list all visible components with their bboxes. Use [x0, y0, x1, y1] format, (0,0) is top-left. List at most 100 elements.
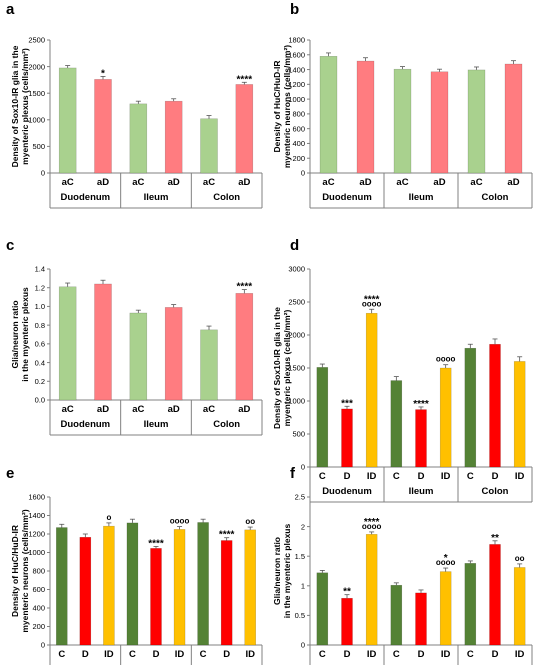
- y-tick-label: 0: [301, 169, 305, 178]
- y-tick-label: 0: [41, 641, 45, 650]
- bar-D: [415, 409, 427, 468]
- panel-a: a 0 500 1000 1500 2000 2500 Density of Sox10-IR…: [6, 1, 263, 209]
- bar-D: [341, 597, 353, 646]
- y-tick-label: 1200: [288, 80, 305, 89]
- panel-letter: d: [290, 237, 299, 254]
- y-tick-label: 1: [301, 582, 305, 591]
- bar-aD: [235, 84, 254, 174]
- x-tick-label: C: [319, 649, 326, 660]
- y-tick-label: 2000: [288, 331, 305, 340]
- bar-C: [126, 522, 139, 646]
- x-tick-label: aC: [203, 404, 215, 415]
- bar-aC: [467, 69, 486, 174]
- group-label: Colon: [213, 192, 240, 203]
- group-label: Duodenum: [61, 419, 111, 430]
- x-tick-label: aD: [168, 177, 180, 188]
- significance-circles: oooo: [436, 355, 456, 364]
- y-axis-title: myenteric plexus (cells/mm²): [20, 48, 30, 165]
- x-tick-label: C: [393, 649, 400, 660]
- y-tick-label: 400: [32, 604, 45, 613]
- panel-letter: b: [290, 1, 299, 18]
- x-tick-label: aD: [168, 404, 180, 415]
- x-tick-label: aD: [433, 177, 445, 188]
- bar-C: [316, 572, 329, 646]
- group-label: Ileum: [144, 419, 169, 430]
- x-tick-label: C: [393, 471, 400, 482]
- bar-ID: [513, 567, 526, 646]
- bar-aC: [319, 56, 338, 174]
- y-tick-label: 1800: [288, 36, 305, 45]
- group-label: Duodenum: [322, 192, 372, 203]
- group-label: Colon: [482, 486, 509, 497]
- significance-stars: ****: [237, 282, 253, 293]
- y-tick-label: 600: [292, 124, 305, 133]
- significance-circles: o: [106, 513, 111, 522]
- y-tick-label: 1.4: [35, 265, 45, 274]
- panel-letter: a: [6, 1, 15, 18]
- x-tick-label: ID: [515, 471, 525, 482]
- significance-stars: ****: [364, 294, 380, 305]
- x-tick-label: C: [200, 649, 207, 660]
- y-tick-label: 0.0: [35, 396, 45, 405]
- y-tick-label: 1000: [288, 95, 305, 104]
- panel-letter: c: [6, 237, 14, 254]
- x-tick-label: aC: [396, 177, 408, 188]
- significance-stars: ****: [364, 517, 380, 528]
- y-axis-title: Density of Sox10-IR glia in the: [272, 307, 282, 429]
- bar-D: [415, 592, 427, 646]
- bar-ID: [103, 525, 115, 646]
- y-tick-label: 200: [292, 154, 305, 163]
- x-tick-label: ID: [245, 649, 255, 660]
- bar-D: [220, 540, 233, 646]
- y-axis-title: in the myenteric plexus: [20, 287, 30, 382]
- bar-C: [316, 367, 329, 468]
- significance-circles: oo: [515, 554, 525, 563]
- significance-circles: oooo: [362, 299, 382, 308]
- x-tick-label: D: [418, 471, 425, 482]
- x-tick-label: ID: [441, 649, 451, 660]
- y-axis-title: Glia/neuron ratio: [272, 537, 282, 605]
- y-tick-label: 400: [292, 139, 305, 148]
- x-tick-label: ID: [515, 649, 525, 660]
- x-tick-label: aD: [97, 404, 109, 415]
- panel-d: d 0 500 1000 1500 2000 2500 3000 Density of Sox1…: [272, 237, 533, 503]
- x-tick-label: aD: [97, 177, 109, 188]
- group-label: Ileum: [409, 486, 434, 497]
- x-tick-label: aC: [322, 177, 334, 188]
- y-tick-label: 800: [292, 110, 305, 119]
- y-axis-title: Density of HuC/HuD-IR: [272, 60, 282, 152]
- bar-ID: [365, 534, 378, 646]
- y-tick-label: 1000: [28, 548, 45, 557]
- x-tick-label: D: [223, 649, 230, 660]
- y-tick-label: 0: [301, 463, 305, 472]
- significance-circles: oooo: [362, 522, 382, 531]
- bar-aC: [129, 103, 148, 174]
- bar-C: [464, 347, 477, 468]
- x-tick-label: ID: [441, 471, 451, 482]
- group-label: Colon: [482, 192, 509, 203]
- x-tick-label: C: [467, 471, 474, 482]
- group-label: Ileum: [409, 192, 434, 203]
- x-tick-label: aC: [470, 177, 482, 188]
- bar-D: [150, 548, 162, 646]
- y-axis-title: Density of HuC/HuD-IR: [10, 525, 20, 617]
- y-axis-title: myenteric plexus (cells/mm²): [282, 309, 292, 426]
- significance-stars: ****: [219, 530, 235, 541]
- bar-aC: [200, 118, 218, 174]
- y-axis-title: myenteric neurons (cells/mm²): [282, 45, 292, 168]
- y-tick-label: 2: [301, 522, 305, 531]
- x-tick-label: D: [492, 649, 499, 660]
- bar-aD: [356, 60, 375, 174]
- x-tick-label: aD: [238, 177, 250, 188]
- bar-aC: [200, 329, 218, 401]
- significance-circles: oooo: [170, 517, 190, 526]
- y-tick-label: 1600: [28, 493, 45, 502]
- x-tick-label: C: [467, 649, 474, 660]
- significance-stars: **: [491, 533, 499, 544]
- bar-aD: [504, 63, 523, 174]
- panel-c: c 0.0 0.2 0.4 0.6 0.8 1.0 1.2 1.4 Glia/neuron rat…: [6, 237, 263, 436]
- bar-C: [56, 527, 68, 646]
- panel-letter: e: [6, 465, 14, 482]
